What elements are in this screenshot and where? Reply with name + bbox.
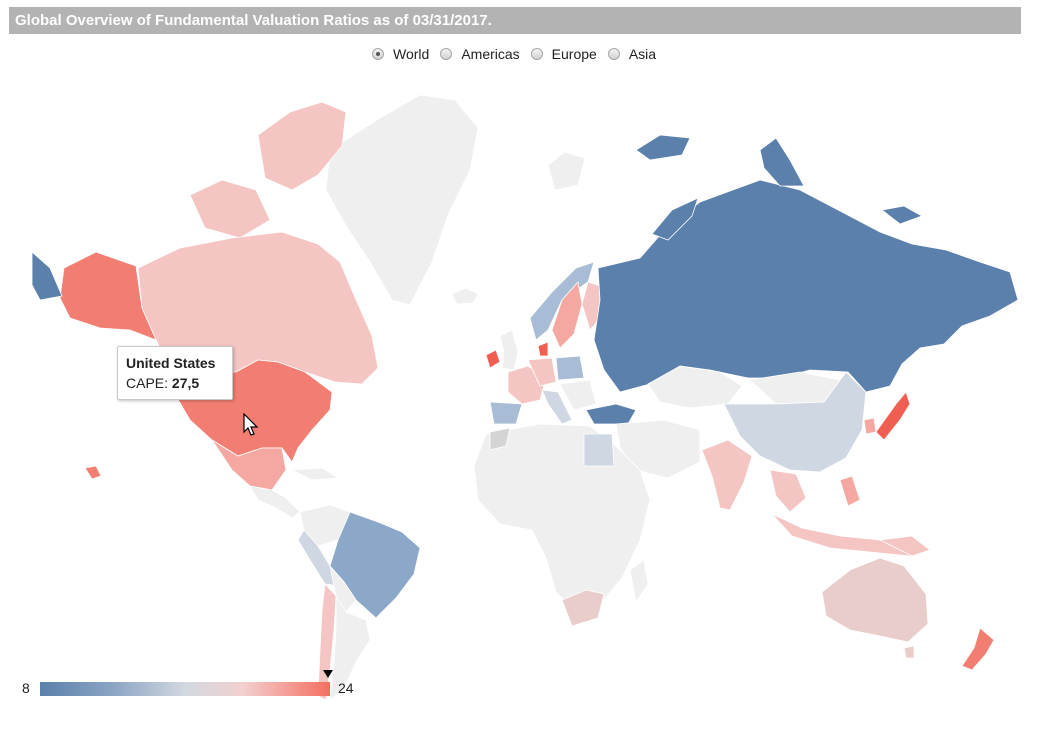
country-central-america[interactable] — [249, 485, 301, 519]
country-hawaii[interactable] — [84, 465, 102, 480]
country-japan[interactable] — [875, 391, 911, 441]
country-russia[interactable] — [593, 179, 1019, 393]
country-bolivia[interactable] — [329, 564, 357, 613]
country-cuba[interactable] — [290, 467, 340, 481]
region-option-americas[interactable]: Americas — [440, 46, 520, 62]
country-russia-west-edge[interactable] — [31, 251, 63, 301]
country-new-zealand[interactable] — [961, 627, 995, 671]
country-iceland[interactable] — [451, 287, 479, 305]
tooltip-metric-line: CAPE: 27,5 — [126, 375, 224, 391]
chart-title: Global Overview of Fundamental Valuation… — [9, 7, 1021, 34]
country-ireland[interactable] — [485, 349, 501, 369]
country-philippines[interactable] — [839, 475, 861, 507]
country-greenland[interactable] — [325, 94, 479, 306]
country-denmark[interactable] — [537, 341, 549, 357]
radio-checked-icon[interactable] — [372, 48, 384, 60]
country-tooltip: United States CAPE: 27,5 — [117, 346, 233, 400]
country-morocco[interactable] — [489, 427, 511, 451]
country-indonesia[interactable] — [771, 513, 913, 557]
country-alaska[interactable] — [59, 251, 157, 341]
country-southeast-asia[interactable] — [769, 469, 807, 513]
region-label-asia: Asia — [628, 46, 657, 62]
legend-min-label: 8 — [22, 680, 30, 696]
country-peru[interactable] — [297, 529, 341, 587]
region-label-europe: Europe — [551, 46, 597, 62]
country-spain[interactable] — [489, 401, 523, 425]
country-china[interactable] — [723, 371, 867, 473]
country-australia[interactable] — [821, 557, 929, 643]
radio-unchecked-icon[interactable] — [530, 48, 543, 60]
country-russia-novaya-zemlya[interactable] — [651, 197, 699, 241]
country-south-africa[interactable] — [561, 589, 605, 627]
country-russia-severnaya-zemlya[interactable] — [759, 137, 805, 187]
tooltip-metric-label: CAPE: — [126, 375, 169, 391]
country-madagascar[interactable] — [629, 559, 649, 604]
country-germany[interactable] — [527, 357, 557, 387]
region-option-world[interactable]: World — [372, 46, 429, 62]
country-canada-arctic[interactable] — [257, 101, 347, 191]
legend-max-label: 24 — [338, 680, 354, 696]
country-svalbard[interactable] — [547, 151, 586, 191]
country-canada-arctic-west[interactable] — [189, 179, 271, 239]
tooltip-country-name: United States — [126, 355, 216, 371]
country-poland[interactable] — [555, 355, 585, 381]
country-balkans[interactable] — [559, 379, 597, 411]
country-united-kingdom[interactable] — [499, 329, 519, 371]
legend-color-scale — [40, 682, 330, 696]
country-turkey[interactable] — [585, 403, 637, 425]
region-option-europe[interactable]: Europe — [530, 46, 597, 62]
region-option-asia[interactable]: Asia — [607, 46, 657, 62]
legend-marker-icon — [323, 670, 333, 678]
region-label-world: World — [393, 46, 430, 62]
radio-unchecked-icon[interactable] — [607, 48, 620, 60]
country-india[interactable] — [701, 439, 753, 511]
country-south-korea[interactable] — [863, 417, 877, 435]
country-kazakhstan[interactable] — [647, 365, 743, 409]
country-egypt[interactable] — [583, 433, 615, 467]
country-chile[interactable] — [317, 583, 337, 701]
mouse-pointer-icon — [243, 413, 259, 436]
country-middle-east[interactable] — [615, 419, 701, 479]
country-russia-franz-josef[interactable] — [635, 134, 691, 161]
radio-unchecked-icon[interactable] — [440, 48, 453, 60]
country-mexico[interactable] — [211, 439, 287, 491]
country-tasmania[interactable] — [903, 645, 915, 659]
region-selector: World Americas Europe Asia — [372, 44, 667, 64]
region-label-americas: Americas — [461, 46, 520, 62]
country-italy[interactable] — [541, 389, 573, 425]
tooltip-metric-value: 27,5 — [171, 375, 200, 391]
country-argentina[interactable] — [329, 594, 371, 701]
country-russia-new-siberian[interactable] — [881, 205, 923, 225]
country-papua-new-guinea[interactable] — [878, 535, 931, 557]
